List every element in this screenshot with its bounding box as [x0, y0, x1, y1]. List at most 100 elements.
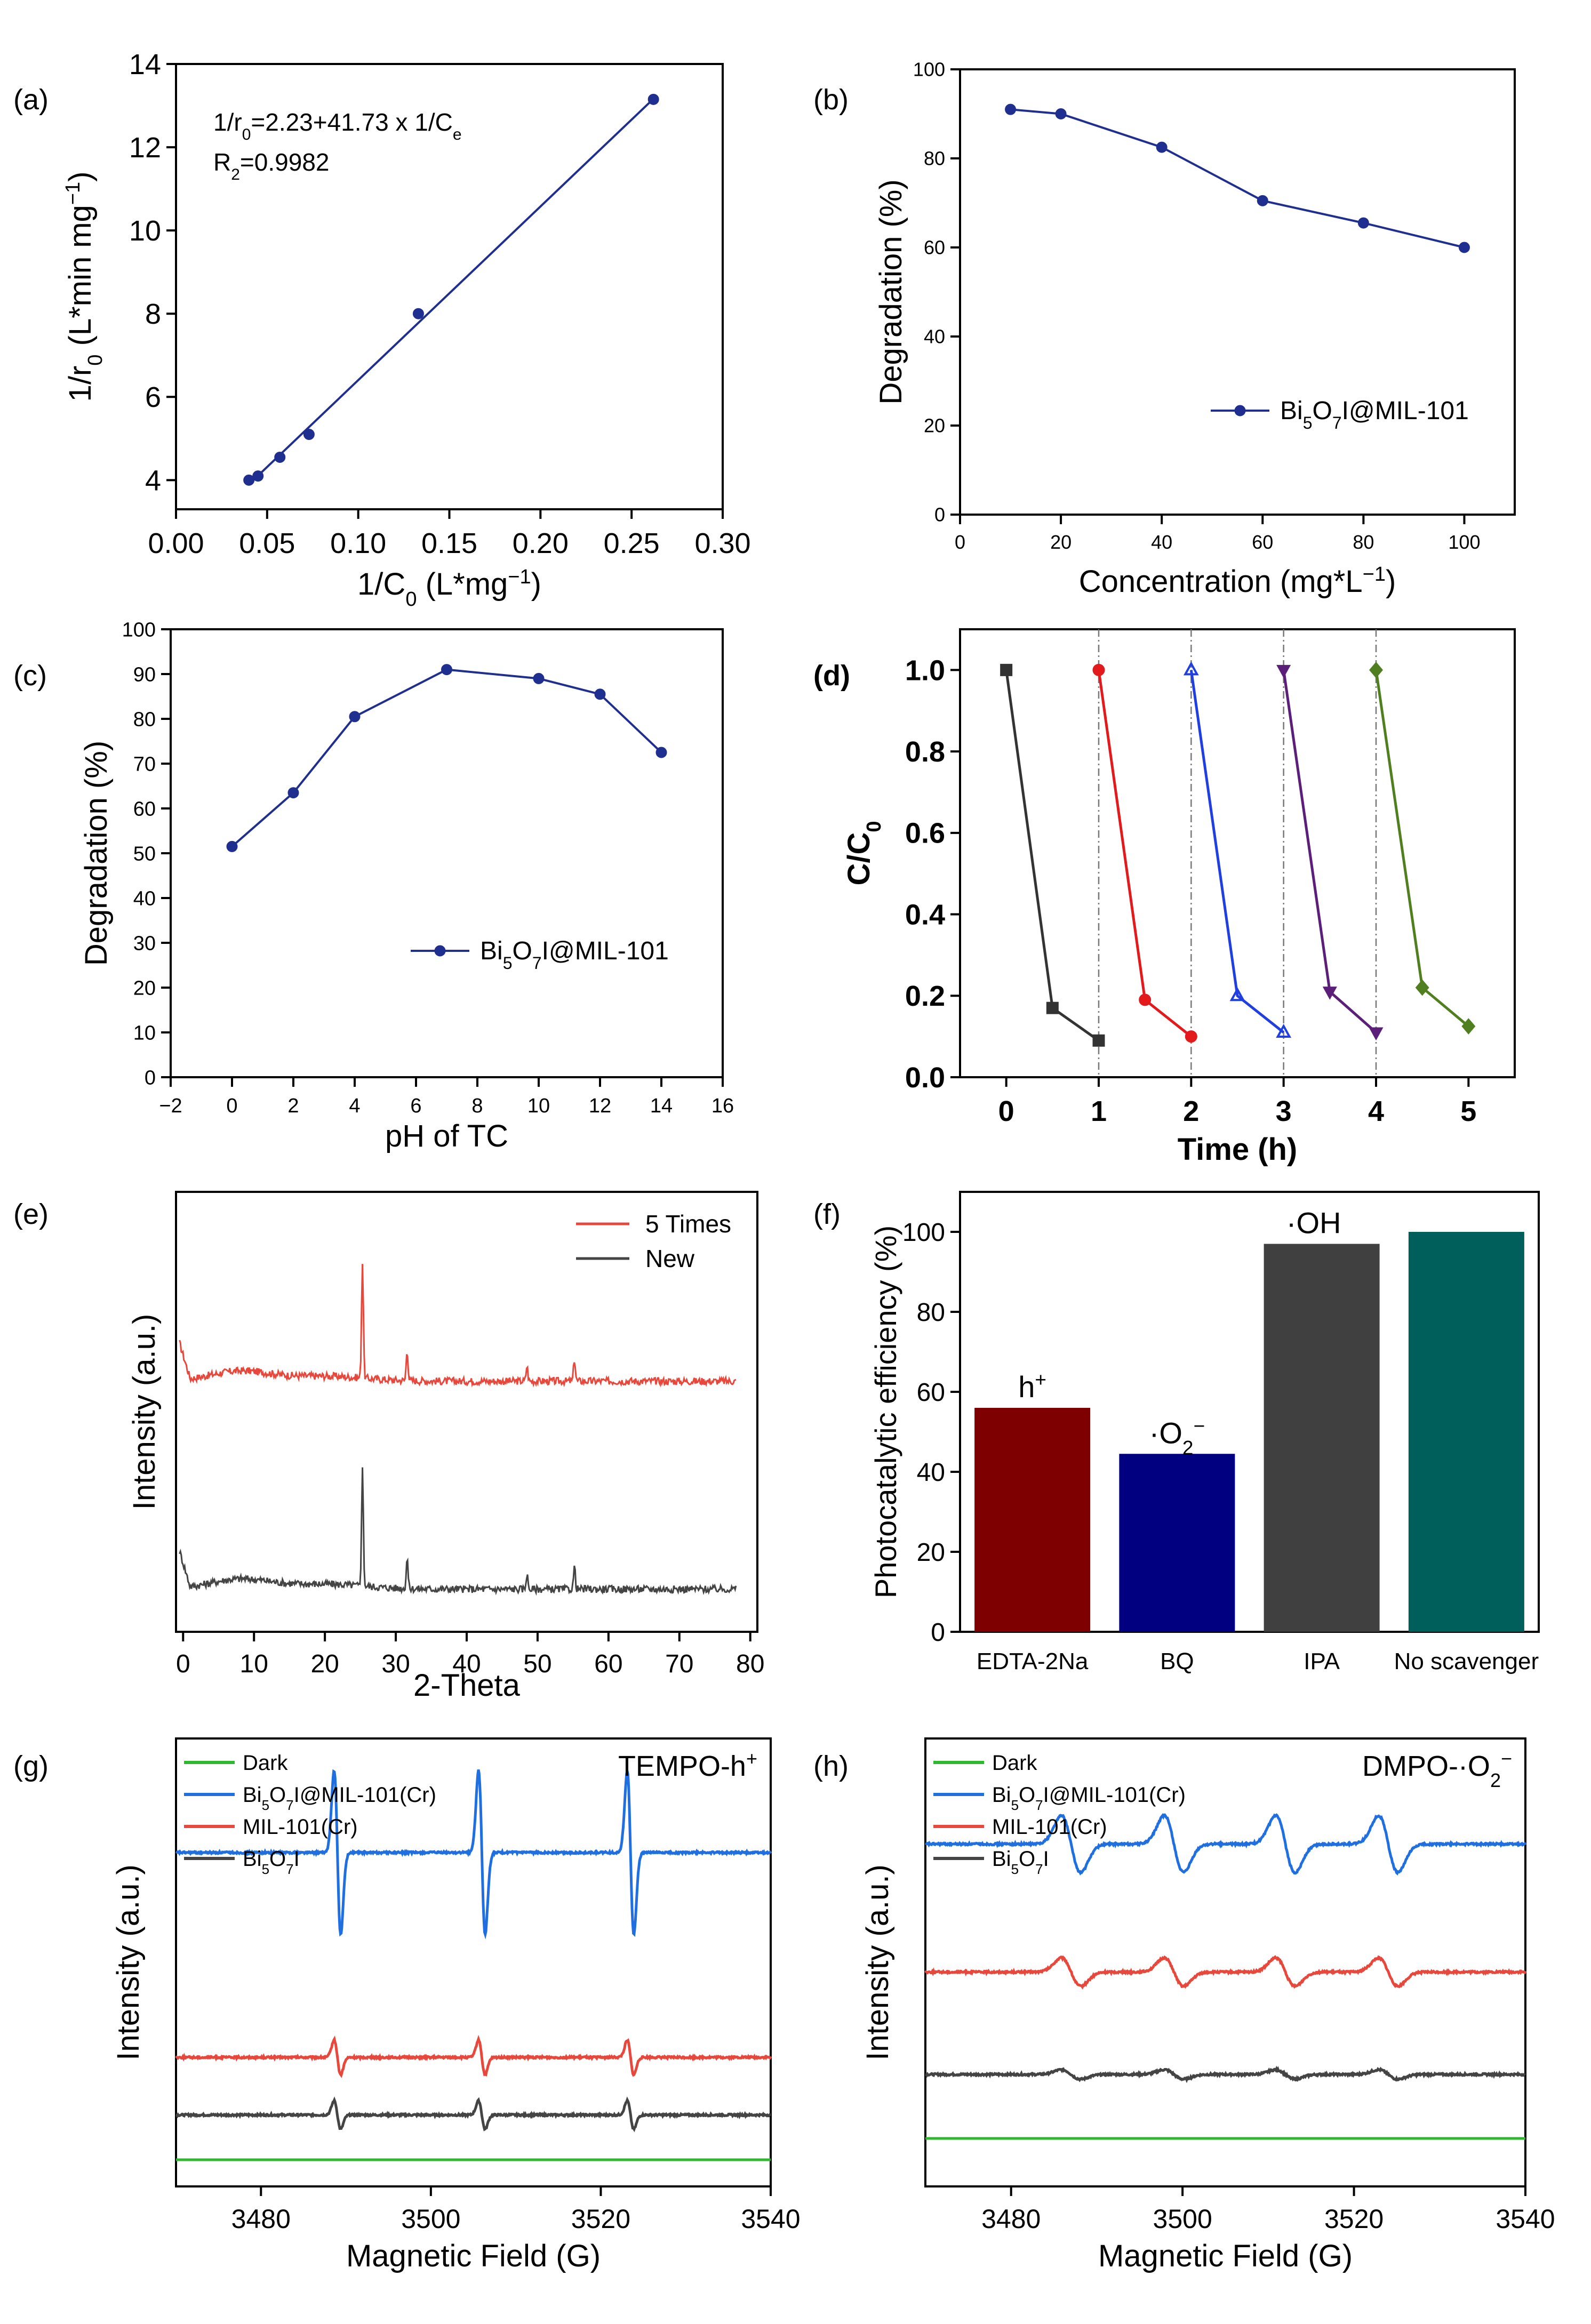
y-tick-label: 0.2	[905, 980, 945, 1012]
x-tick-label: 50	[523, 1650, 551, 1678]
legend-label: Bi5O7I@MIL-101(Cr)	[243, 1783, 436, 1813]
y-axis-label: Intensity (a.u.)	[111, 1864, 146, 2060]
data-point	[1276, 664, 1291, 678]
x-tick-label: 40	[1151, 531, 1172, 553]
y-tick-label: 40	[924, 326, 945, 348]
plot-frame	[175, 1737, 772, 2187]
x-tick-label: 6	[410, 1095, 421, 1117]
data-point	[1234, 405, 1246, 416]
x-tick-label: 3540	[1496, 2204, 1555, 2234]
x-tick-label: 1	[1091, 1095, 1107, 1127]
x-tick-label: −2	[159, 1095, 182, 1117]
data-point	[252, 470, 264, 482]
series-line	[1005, 670, 1100, 1042]
y-tick-label: 0	[145, 1067, 156, 1089]
x-tick-label: 5	[1460, 1095, 1476, 1127]
x-tick-label: 0.05	[239, 527, 295, 559]
y-axis-label: Intensity (a.u.)	[860, 1864, 895, 2060]
fit-line	[248, 98, 654, 485]
series-line	[1374, 670, 1469, 1028]
x-tick-label: 80	[1353, 531, 1374, 553]
series-line	[1097, 670, 1192, 1038]
panel-h: (h) 3480 3500 3520 3540 Dark Bi5O7I@MIL-101(Cr…	[813, 1737, 1555, 2273]
y-tick-label: 60	[924, 237, 945, 259]
epr-spectrum	[175, 1766, 772, 1940]
plot-frame	[959, 1191, 1540, 1633]
panel-label: (e)	[13, 1198, 49, 1230]
x-tick-label: 20	[310, 1650, 339, 1678]
x-tick-label: No scavenger	[1394, 1648, 1539, 1674]
x-axis-label: 1/C0 (L*mg−1)	[357, 566, 541, 611]
x-tick-label: 3480	[981, 2204, 1041, 2234]
epr-spectrum	[175, 2096, 771, 2133]
x-tick-label: 3500	[401, 2204, 460, 2234]
x-tick-label: EDTA-2Na	[977, 1648, 1089, 1674]
x-tick-label: 3520	[1324, 2204, 1384, 2234]
data-point	[1369, 662, 1383, 678]
x-tick-label: 10	[240, 1650, 268, 1678]
x-tick-label: 12	[589, 1095, 611, 1117]
plot-frame	[924, 1737, 1526, 2187]
data-point	[1156, 141, 1168, 153]
chart-title: TEMPO-h+	[618, 1748, 757, 1783]
data-point	[287, 787, 299, 799]
bar	[974, 1408, 1091, 1632]
data-point	[1415, 979, 1429, 996]
y-tick-label: 0.6	[905, 818, 945, 850]
panel-label: (b)	[813, 84, 849, 116]
x-tick-label: 4	[1368, 1095, 1384, 1127]
data-point	[1092, 1034, 1105, 1047]
panel-label: (f)	[813, 1198, 841, 1230]
y-tick-label: 40	[133, 887, 156, 910]
x-tick-label: 3480	[231, 2204, 291, 2234]
fit-r2: R2=0.9982	[213, 148, 329, 183]
y-tick-label: 10	[133, 1022, 156, 1044]
x-axis-label: Time (h)	[1178, 1132, 1298, 1167]
legend-label: MIL-101(Cr)	[243, 1815, 358, 1839]
data-point	[1000, 663, 1013, 676]
y-tick-label: 0	[934, 504, 945, 526]
legend-label: Bi5O7I@MIL-101	[480, 937, 669, 973]
y-axis-label-group: Intensity (a.u.)	[111, 1864, 146, 2060]
y-tick-label: 80	[133, 708, 156, 731]
x-tick-label: 16	[711, 1095, 734, 1117]
panel-e: (e) 0 10 20 30 40 50 60 70 80 5 Times New 2-Theta Int…	[13, 1191, 764, 1703]
legend-label: 5 Times	[645, 1210, 731, 1238]
x-tick-label: 0	[998, 1095, 1014, 1127]
data-point	[1055, 108, 1067, 119]
y-tick-label: 20	[924, 415, 945, 437]
panel-g: (g) 3480 3500 3520 3540 Dark Bi5O7I@MIL-101(Cr…	[13, 1737, 801, 2273]
fit-equation: 1/r0=2.23+41.73 x 1/Ce	[213, 108, 462, 143]
y-tick-label: 20	[133, 977, 156, 999]
data-point	[274, 451, 286, 463]
y-axis-label-group: Degradation (%)	[79, 741, 114, 966]
y-axis-label-group: Intensity (a.u.)	[127, 1314, 162, 1510]
panel-label: (g)	[13, 1750, 49, 1782]
plot-frame	[170, 628, 724, 1078]
series-line	[1189, 670, 1285, 1033]
legend-label: New	[645, 1245, 695, 1272]
y-axis-label-group: Intensity (a.u.)	[860, 1864, 895, 2060]
y-tick-label: 0.8	[905, 736, 945, 768]
epr-spectrum	[925, 2065, 1526, 2083]
y-axis-label: 1/r0 (L*min mg−1)	[62, 172, 107, 402]
y-tick-label: 10	[129, 215, 161, 247]
y-tick-label: 6	[145, 381, 161, 413]
x-axis-label: pH of TC	[385, 1119, 508, 1153]
panel-label: (c)	[13, 660, 47, 692]
data-point	[1092, 663, 1105, 676]
data-point	[533, 672, 545, 684]
y-axis-label-group: Photocatalytic efficiency (%)	[869, 1225, 902, 1598]
x-tick-label: 4	[349, 1095, 360, 1117]
y-axis-label: C/C0	[842, 821, 885, 885]
y-tick-label: 40	[917, 1458, 945, 1487]
data-point	[412, 308, 424, 319]
y-axis-label: Intensity (a.u.)	[127, 1314, 162, 1510]
y-tick-label: 60	[133, 798, 156, 820]
legend-label: Dark	[992, 1751, 1037, 1775]
x-tick-label: 0	[955, 531, 965, 553]
data-point	[1276, 1023, 1292, 1038]
y-tick-label: 14	[129, 49, 161, 81]
legend-label: Bi5O7I@MIL-101	[1280, 397, 1469, 432]
